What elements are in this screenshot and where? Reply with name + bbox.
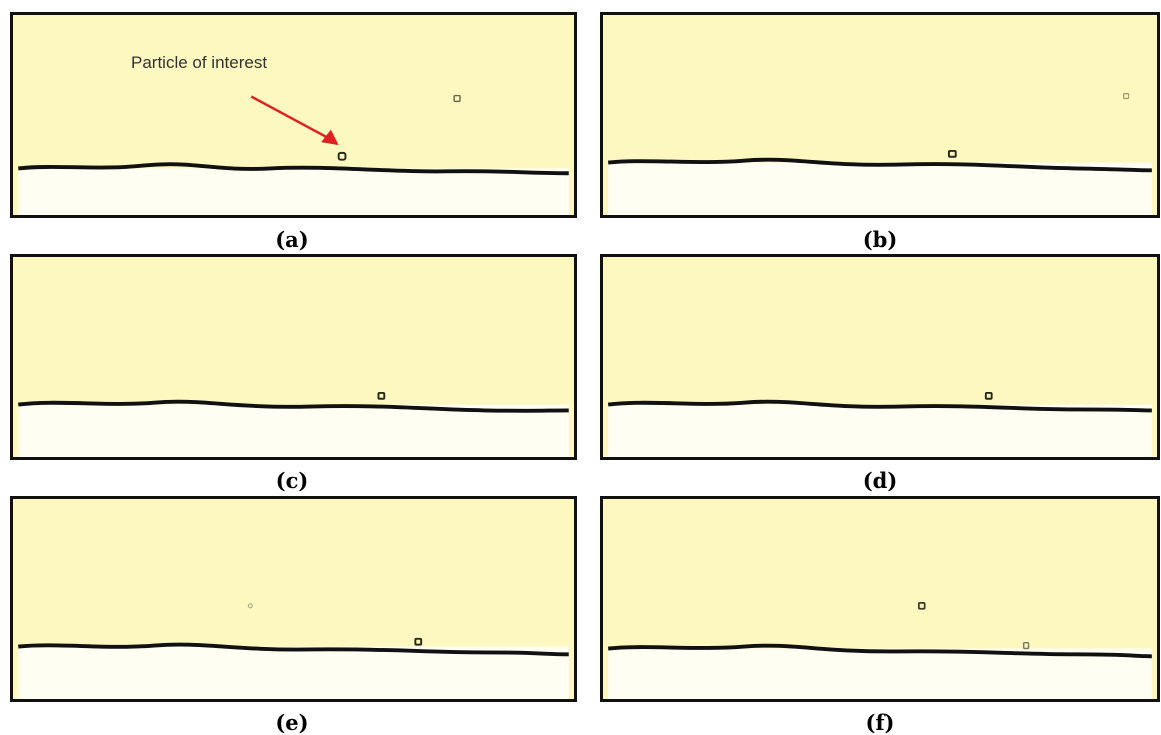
caption-b: (b) [862,227,898,252]
background-particle [1022,641,1030,650]
substrate-region [18,168,569,215]
interface-line [18,642,569,657]
panel-c [10,254,577,460]
background-particle [453,94,461,103]
substrate-region [608,162,1152,215]
caption-d: (d) [862,468,898,493]
caption-c: (c) [275,468,309,493]
interface-line [607,157,1152,173]
panel-b-image [607,93,1152,215]
interface-line [18,399,569,413]
particle-of-interest [917,602,926,610]
interface-line [607,399,1152,413]
caption-f: (f) [865,710,895,735]
background-particle [1123,93,1130,100]
panel-f-image [607,602,1152,699]
panel-e [10,496,577,702]
panel-a: Particle of interest [10,12,577,218]
panel-d [600,254,1160,460]
panel-c-image [18,391,569,457]
background-particle [247,603,253,609]
substrate-region [608,404,1152,457]
particle-of-interest [984,391,993,400]
panel-a-image [18,94,569,215]
annotation-label: Particle of interest [131,53,268,72]
substrate-region [18,404,569,457]
particle-of-interest [337,151,347,161]
arrow-head [321,129,339,146]
caption-a: (a) [275,227,309,252]
particle-of-interest [414,637,423,646]
interface-line [607,643,1152,659]
caption-e: (e) [275,710,309,735]
panel-e-image [18,603,569,699]
interface-line [18,162,569,176]
particle-of-interest [947,149,957,158]
panel-d-image [607,391,1152,457]
arrow-shaft [250,95,328,139]
panel-f [600,496,1160,702]
particle-of-interest [377,391,386,400]
substrate-region [608,648,1152,699]
panel-b [600,12,1160,218]
substrate-region [18,646,569,699]
